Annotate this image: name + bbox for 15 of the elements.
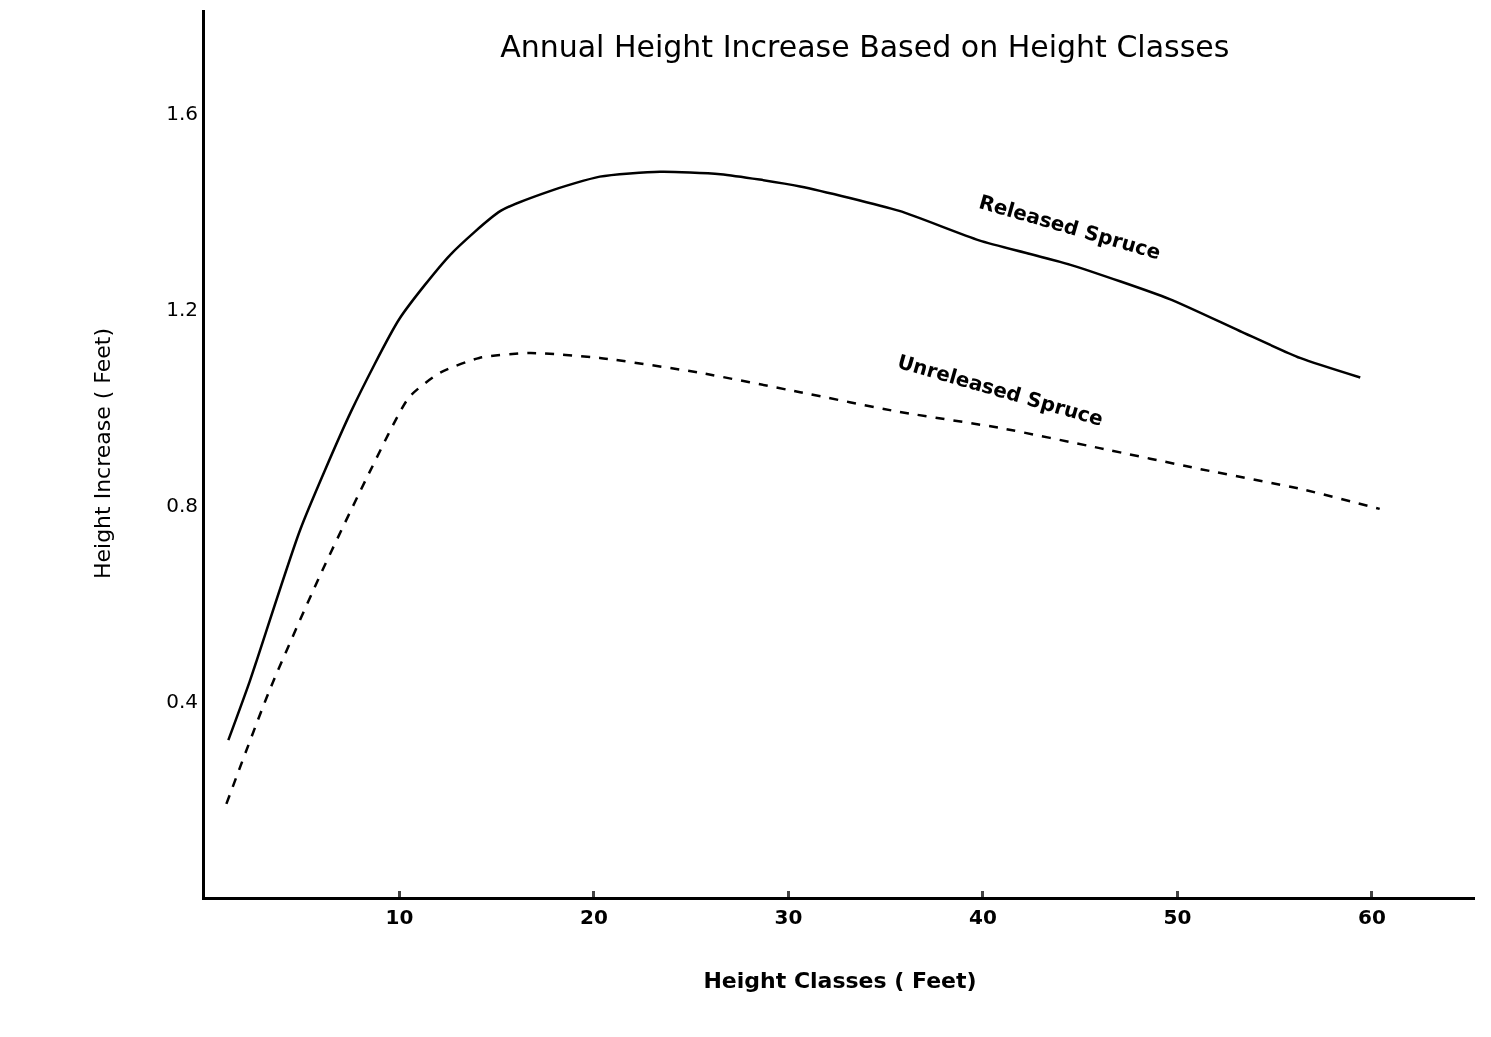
y-tick-label: 1.2 <box>166 296 198 321</box>
x-tick-label: 30 <box>774 905 803 929</box>
text: Annual Height Increase Based on Height Classes <box>500 29 1230 65</box>
x-tick-label: 60 <box>1358 905 1386 929</box>
y-tick-label: 1.6 <box>166 100 198 125</box>
x-tick-label: 10 <box>385 905 414 929</box>
x-tick-label: 40 <box>969 905 997 929</box>
y-axis-title: Height Increase ( Feet) <box>89 327 115 580</box>
x-axis-title: Height Classes ( Feet) <box>703 967 977 993</box>
x-tick-label: 20 <box>580 905 608 929</box>
y-tick-label: 0.4 <box>166 688 198 713</box>
x-tick-label: 50 <box>1163 905 1192 929</box>
line-series <box>227 170 1362 742</box>
line-series <box>225 351 1381 806</box>
y-tick-label: 0.8 <box>166 492 198 517</box>
